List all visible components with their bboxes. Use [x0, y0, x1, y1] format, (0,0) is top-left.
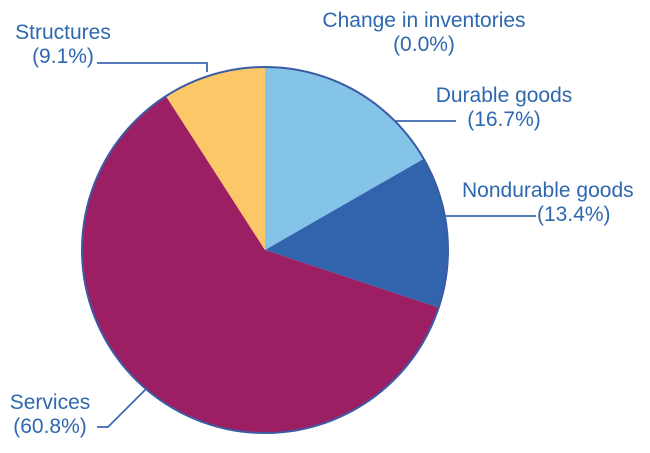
slice-label-nondurable-goods: Nondurable goods (13.4%)	[462, 179, 650, 227]
pie-slice-services	[81, 96, 439, 434]
slice-percentage: (13.4%)	[537, 203, 611, 226]
slice-label-text: Change in inventories	[322, 9, 526, 32]
leader-line-structures	[97, 62, 208, 72]
slice-label-text: Durable goods	[435, 84, 573, 107]
leader-line-services	[97, 388, 147, 428]
slice-label-services: Services (60.8%)	[0, 391, 100, 439]
slice-percentage: (9.1%)	[32, 45, 94, 68]
slice-label-text: Nondurable goods	[462, 179, 634, 202]
slice-percentage: (0.0%)	[393, 33, 455, 56]
pie-slice-structures	[165, 67, 265, 250]
pie-outline	[81, 66, 449, 434]
slice-percentage: (16.7%)	[467, 108, 541, 131]
pie-slices	[81, 67, 448, 434]
slice-label-structures: Structures (9.1%)	[0, 21, 126, 69]
slice-label-text: Structures	[15, 21, 111, 44]
slice-percentage: (60.8%)	[13, 415, 87, 438]
slice-label-change-in-inventories: Change in inventories (0.0%)	[314, 9, 534, 57]
slice-label-durable-goods: Durable goods (16.7%)	[424, 84, 584, 132]
slice-label-text: Services	[9, 391, 91, 414]
pie-slice-nondurable-goods	[265, 158, 448, 308]
pie-slice-durable-goods	[265, 67, 424, 250]
